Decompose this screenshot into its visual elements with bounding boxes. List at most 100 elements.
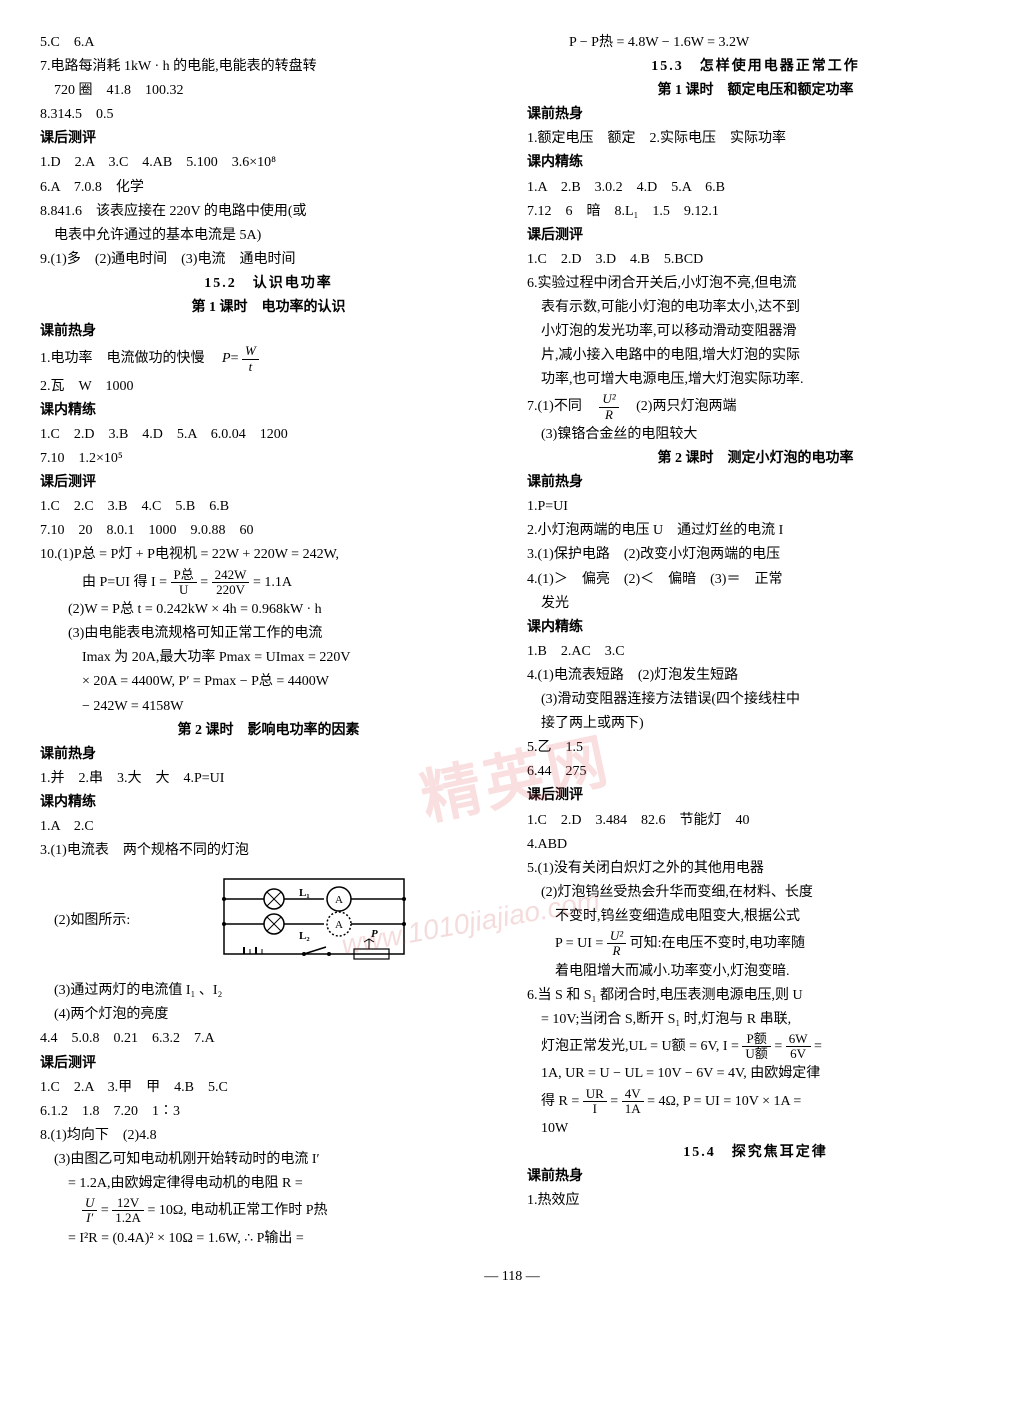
text-line: 7.12 6 暗 8.L₁ 1.5 9.12.1 xyxy=(527,200,984,223)
text-line: 1.电功率 电流做功的快慢 P= W t xyxy=(40,344,497,374)
heading: 课前热身 xyxy=(527,1165,984,1188)
eq-end: = 4Ω, P = UI = 10V × 1A = xyxy=(647,1094,801,1109)
text-line: 电表中允许通过的基本电流是 5A) xyxy=(40,224,497,247)
heading: 课前热身 xyxy=(40,320,497,343)
denominator: 1A xyxy=(622,1102,644,1116)
bulb-label: L₁ xyxy=(299,887,310,899)
text-line: 1.热效应 xyxy=(527,1189,984,1212)
ammeter-label: A xyxy=(335,919,343,931)
fraction: 4V 1A xyxy=(622,1087,644,1117)
heading: 课后测评 xyxy=(40,127,497,150)
ammeter-label: A xyxy=(335,894,343,906)
text-line: P − P热 = 4.8W − 1.6W = 3.2W xyxy=(527,31,984,54)
denominator: U xyxy=(171,583,197,597)
text-line: 不变时,钨丝变细造成电阻变大,根据公式 xyxy=(527,905,984,928)
fraction: 6W 6V xyxy=(786,1032,811,1062)
fraction: P额 U额 xyxy=(742,1032,770,1062)
text-line: 3.(1)保护电路 (2)改变小灯泡两端的电压 xyxy=(527,543,984,566)
text-line: 7.电路每消耗 1kW · h 的电能,电能表的转盘转 xyxy=(40,55,497,78)
sub-title: 第 2 课时 影响电功率的因素 xyxy=(40,719,497,742)
denominator: R xyxy=(607,944,626,958)
fraction: 242W 220V xyxy=(212,568,250,598)
sub-title: 第 2 课时 测定小灯泡的电功率 xyxy=(527,447,984,470)
denominator: I xyxy=(583,1102,607,1116)
heading: 课前热身 xyxy=(527,471,984,494)
text-line: (3)滑动变阻器连接方法错误(四个接线柱中 xyxy=(527,688,984,711)
numerator: P额 xyxy=(742,1032,770,1047)
heading: 课前热身 xyxy=(527,103,984,126)
fraction: 12V 1.2A xyxy=(112,1196,144,1226)
text-line: 表有示数,可能小灯泡的电功率太小,达不到 xyxy=(527,296,984,319)
numerator: 6W xyxy=(786,1032,811,1047)
numerator: UR xyxy=(583,1087,607,1102)
rheostat-label: P xyxy=(371,928,378,940)
text-line: 8.(1)均向下 (2)4.8 xyxy=(40,1124,497,1147)
text-line: 6.当 S 和 S₁ 都闭合时,电压表测电源电压,则 U xyxy=(527,984,984,1007)
numerator: P总 xyxy=(171,568,197,583)
section-title: 15.2 认识电功率 xyxy=(40,272,497,295)
left-column: 5.C 6.A 7.电路每消耗 1kW · h 的电能,电能表的转盘转 720 … xyxy=(40,30,497,1251)
section-title: 15.4 探究焦耳定律 xyxy=(527,1141,984,1164)
text-line: 得 R = UR I = 4V 1A = 4Ω, P = UI = 10V × … xyxy=(527,1087,984,1117)
eq-prefix: 由 P=UI 得 I = xyxy=(82,575,167,590)
text-line: 4.(1)＞ 偏亮 (2)＜ 偏暗 (3)＝ 正常 xyxy=(527,568,984,591)
text-line: 10W xyxy=(527,1117,984,1140)
denominator: U额 xyxy=(742,1047,770,1061)
fraction: P总 U xyxy=(171,568,197,598)
text-line: 2.瓦 W 1000 xyxy=(40,375,497,398)
text-line: 4.4 5.0.8 0.21 6.3.2 7.A xyxy=(40,1027,497,1050)
text-line: = I²R = (0.4A)² × 10Ω = 1.6W, ∴ P输出 = xyxy=(40,1227,497,1250)
denominator: 220V xyxy=(212,583,250,597)
fraction: UR I xyxy=(583,1087,607,1117)
text-line: 5.乙 1.5 xyxy=(527,736,984,759)
text-line: 1.C 2.D 3.B 4.D 5.A 6.0.04 1200 xyxy=(40,423,497,446)
text-line: 7.10 20 8.0.1 1000 9.0.88 60 xyxy=(40,519,497,542)
heading: 课后测评 xyxy=(527,784,984,807)
circuit-diagram: A L₁ A L₂ xyxy=(130,869,497,972)
text-line: 由 P=UI 得 I = P总 U = 242W 220V = 1.1A xyxy=(40,568,497,598)
heading: 课内精练 xyxy=(40,399,497,422)
denominator: I′ xyxy=(82,1211,97,1225)
right-column: P − P热 = 4.8W − 1.6W = 3.2W 15.3 怎样使用电器正… xyxy=(527,30,984,1251)
text-line: (3)镍铬合金丝的电阻较大 xyxy=(527,423,984,446)
text-line: U I′ = 12V 1.2A = 10Ω, 电动机正常工作时 P热 xyxy=(40,1196,497,1226)
text-line: 1.P=UI xyxy=(527,495,984,518)
sub-title: 第 1 课时 电功率的认识 xyxy=(40,296,497,319)
text-line: 8.314.5 0.5 xyxy=(40,103,497,126)
text-line: P = UI = U² R 可知:在电压不变时,电功率随 xyxy=(527,929,984,959)
eq-mid: = xyxy=(610,1094,618,1109)
text-line: 1.D 2.A 3.C 4.AB 5.100 3.6×10⁸ xyxy=(40,151,497,174)
text-line: × 20A = 4400W, P′ = Pmax − P总 = 4400W xyxy=(40,670,497,693)
eq-end: = xyxy=(814,1039,822,1054)
fraction: W t xyxy=(242,344,259,374)
text-line: 1.额定电压 额定 2.实际电压 实际功率 xyxy=(527,127,984,150)
text-line: 功率,也可增大电源电压,增大灯泡实际功率. xyxy=(527,368,984,391)
eq-mid: = xyxy=(200,575,208,590)
bulb-label: L₂ xyxy=(299,930,310,942)
heading: 课后测评 xyxy=(527,224,984,247)
label: 7.(1)不同 xyxy=(527,399,596,414)
eq-lhs: P xyxy=(222,351,231,366)
denominator: 6V xyxy=(786,1047,811,1061)
text-line: 4.ABD xyxy=(527,833,984,856)
eq-end: = 1.1A xyxy=(253,575,292,590)
text-line: (2)灯泡钨丝受热会升华而变细,在材料、长度 xyxy=(527,881,984,904)
text-line: (3)通过两灯的电流值 I₁ 、I₂ xyxy=(40,979,497,1002)
heading: 课前热身 xyxy=(40,743,497,766)
text-line: 1.B 2.AC 3.C xyxy=(527,640,984,663)
fraction: U² R xyxy=(599,392,618,422)
label: P = UI = xyxy=(527,936,603,951)
page-content: 5.C 6.A 7.电路每消耗 1kW · h 的电能,电能表的转盘转 720 … xyxy=(40,30,984,1251)
text-line: 8.841.6 该表应接在 220V 的电路中使用(或 xyxy=(40,200,497,223)
text-line: 小灯泡的发光功率,可以移动滑动变阻器滑 xyxy=(527,320,984,343)
text-line: 5.C 6.A xyxy=(40,31,497,54)
numerator: 242W xyxy=(212,568,250,583)
text-line: 9.(1)多 (2)通电时间 (3)电流 通电时间 xyxy=(40,248,497,271)
text-line: − 242W = 4158W xyxy=(40,695,497,718)
page-number: — 118 — xyxy=(40,1265,984,1288)
text-line: 720 圈 41.8 100.32 xyxy=(40,79,497,102)
text-line: 接了两上或两下) xyxy=(527,712,984,735)
label: 1.电功率 电流做功的快慢 xyxy=(40,351,219,366)
numerator: 4V xyxy=(622,1087,644,1102)
text-line: (3)由电能表电流规格可知正常工作的电流 xyxy=(40,622,497,645)
